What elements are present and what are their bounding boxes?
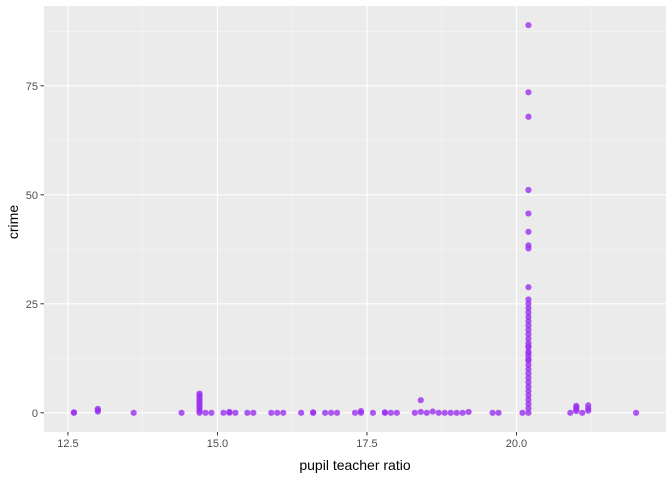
data-point: [525, 284, 532, 291]
data-point: [525, 22, 532, 29]
data-point: [525, 392, 532, 399]
data-point: [525, 366, 532, 373]
data-point: [429, 408, 436, 415]
data-point: [525, 113, 532, 120]
data-point: [280, 409, 287, 416]
data-points: [70, 22, 640, 416]
data-point: [525, 396, 532, 403]
data-point: [525, 313, 532, 320]
y-tick-label: 0: [32, 408, 38, 420]
minor-gridlines: [44, 6, 666, 432]
data-point: [525, 210, 532, 217]
data-point: [525, 409, 532, 416]
data-point: [310, 409, 317, 416]
data-point: [525, 343, 532, 350]
y-tick-label: 75: [26, 81, 38, 93]
data-point: [585, 402, 592, 409]
data-point: [220, 409, 227, 416]
data-point: [525, 296, 532, 303]
data-point: [411, 409, 418, 416]
data-point: [417, 397, 424, 404]
data-point: [525, 305, 532, 312]
data-point: [489, 409, 496, 416]
data-point: [202, 409, 209, 416]
data-point: [525, 370, 532, 377]
data-point: [525, 89, 532, 96]
data-point: [333, 409, 341, 416]
data-point: [387, 409, 394, 416]
data-point: [525, 309, 532, 316]
data-point: [465, 408, 472, 416]
y-tick-label: 50: [26, 190, 38, 202]
data-point: [250, 409, 257, 416]
data-point: [525, 374, 532, 382]
x-tick-label: 17.5: [356, 438, 377, 450]
x-tick-label: 20.0: [506, 438, 527, 450]
x-axis-ticks: 12.5 15.0 17.5 20.0: [57, 432, 527, 450]
data-point: [459, 409, 466, 416]
data-point: [196, 390, 203, 397]
data-point: [525, 300, 532, 307]
data-point: [453, 409, 460, 416]
y-axis-ticks: 0 25 50 75: [26, 81, 44, 420]
data-point: [417, 408, 424, 416]
data-point: [567, 409, 574, 416]
data-point: [525, 379, 532, 386]
data-point: [226, 408, 233, 416]
y-axis-title: crime: [5, 205, 21, 239]
data-point: [94, 405, 101, 412]
data-point: [393, 409, 400, 416]
data-point: [525, 186, 532, 194]
data-point: [525, 387, 532, 395]
data-point: [525, 331, 532, 338]
data-point: [441, 409, 448, 416]
data-point: [519, 409, 526, 416]
data-point: [435, 409, 442, 416]
x-axis-title: pupil teacher ratio: [299, 457, 411, 473]
x-tick-label: 15.0: [207, 438, 228, 450]
data-point: [525, 383, 532, 390]
data-point: [573, 402, 580, 409]
data-point: [525, 228, 532, 235]
data-point: [525, 405, 532, 412]
x-tick-label: 12.5: [57, 438, 78, 450]
data-point: [130, 409, 137, 416]
data-point: [244, 409, 251, 416]
data-point: [525, 318, 532, 325]
data-point: [381, 409, 389, 416]
plot-panel: [44, 6, 666, 432]
data-point: [495, 409, 502, 416]
data-point: [70, 409, 78, 416]
data-point: [525, 361, 532, 368]
data-point: [327, 409, 335, 416]
data-point: [447, 409, 454, 416]
data-point: [298, 409, 305, 416]
data-point: [525, 349, 532, 357]
data-point: [632, 409, 640, 416]
data-point: [357, 407, 365, 415]
data-point: [208, 409, 215, 416]
data-point: [351, 409, 359, 416]
data-point: [423, 409, 430, 416]
data-point: [579, 409, 586, 416]
data-point: [178, 409, 185, 416]
data-point: [525, 356, 532, 363]
data-point: [274, 409, 281, 416]
data-point: [321, 409, 329, 416]
data-point: [268, 409, 275, 416]
y-tick-label: 25: [26, 299, 38, 311]
data-point: [369, 409, 377, 416]
data-point: [525, 245, 532, 252]
data-point: [525, 326, 532, 334]
data-point: [232, 409, 239, 416]
data-point: [525, 400, 532, 408]
data-point: [525, 335, 532, 342]
data-point: [525, 322, 532, 329]
